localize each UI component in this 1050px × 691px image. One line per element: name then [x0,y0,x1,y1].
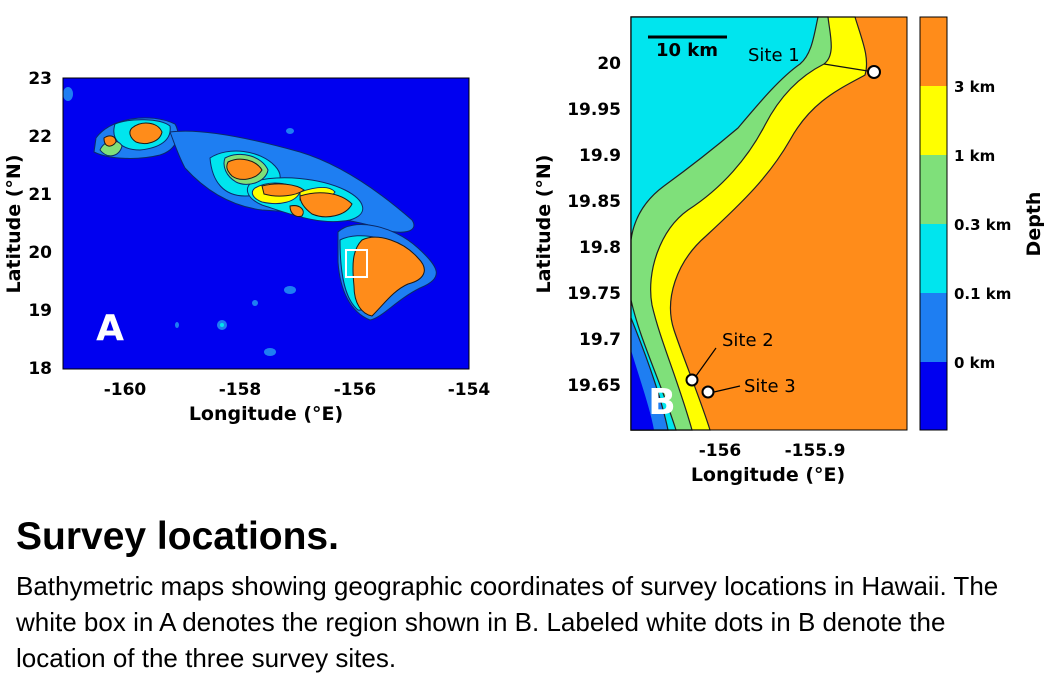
panel-b-ylabel: Latitude (°N) [533,154,555,293]
scalebar-label: 10 km [656,40,718,61]
panel-b-xlabel: Longitude (°E) [691,464,845,486]
panel-b-yticks: 20 19.95 19.9 19.85 19.8 19.75 19.7 19.6… [567,54,621,396]
panel-a-frame [62,77,470,370]
site-label: Site 1 [748,45,800,66]
panel-b-ytick: 19.85 [567,192,621,212]
panel-b-frame [630,16,908,431]
panel-b-bathymetry [630,16,875,431]
site-label: Site 3 [744,376,796,397]
panel-a-ytick: 21 [28,185,52,205]
panel-a-ylabel: Latitude (°N) [3,154,25,293]
panel-b-ytick: 19.65 [567,376,621,396]
site-marker [685,373,699,387]
panel-b-xtick: -156 [699,441,742,461]
caption-title: Survey locations. [16,515,339,558]
panel-b-ytick: 19.7 [579,330,621,350]
figure-canvas: A 23 22 21 20 19 18 -160 -158 -156 -154 … [3,16,1045,486]
colorbar-label: 0.1 km [954,285,1011,303]
panel-b-ytick: 19.95 [567,100,621,120]
panel-a-ytick: 23 [28,69,52,89]
colorbar-title: Depth [1023,192,1045,257]
site-label: Site 2 [722,330,774,351]
colorbar-label: 3 km [954,78,995,96]
panel-a-ytick: 20 [28,243,52,263]
colorbar-swatch [920,293,947,362]
panel-b-letter: B [648,382,675,423]
colorbar-swatch [920,224,947,293]
panel-b-xticks: -156 -155.9 [699,441,846,461]
colorbar-swatch [920,17,947,86]
colorbar-label: 0 km [954,354,995,372]
panel-a-xtick: -156 [334,380,377,400]
panel-a-ytick: 19 [28,301,52,321]
panel-a-xtick: -160 [104,380,147,400]
colorbar-swatch [920,362,947,430]
panel-a-xlabel: Longitude (°E) [189,403,343,425]
panel-b-ytick: 19.8 [579,238,621,258]
colorbar-swatch [920,155,947,224]
panel-a-ytick: 18 [28,359,52,379]
panel-b-xtick: -155.9 [785,441,846,461]
panel-a-letter: A [96,308,124,349]
colorbar-swatch [920,86,947,155]
panel-a-bathymetry [63,87,437,356]
panel-a-yticks: 23 22 21 20 19 18 [28,69,52,379]
colorbar: 3 km 1 km 0.3 km 0.1 km 0 km Depth [919,16,1045,431]
panel-a-xticks: -160 -158 -156 -154 [104,380,491,400]
panel-b-ytick: 19.75 [567,284,621,304]
panel-a: A 23 22 21 20 19 18 -160 -158 -156 -154 … [3,69,490,425]
panel-b-ytick: 20 [597,54,621,74]
site-marker [867,65,881,79]
region-box [345,249,368,278]
colorbar-label: 1 km [954,147,995,165]
site-marker [701,385,715,399]
panel-b-ytick: 19.9 [579,146,621,166]
panel-a-ytick: 22 [28,127,52,147]
colorbar-label: 0.3 km [954,216,1011,234]
panel-a-xtick: -158 [219,380,262,400]
panel-a-xtick: -154 [448,380,491,400]
caption-text: Bathymetric maps showing geographic coor… [16,571,999,673]
panel-b: 10 km Site 1 Site 2 Site 3 B 20 19.95 19… [533,16,908,486]
